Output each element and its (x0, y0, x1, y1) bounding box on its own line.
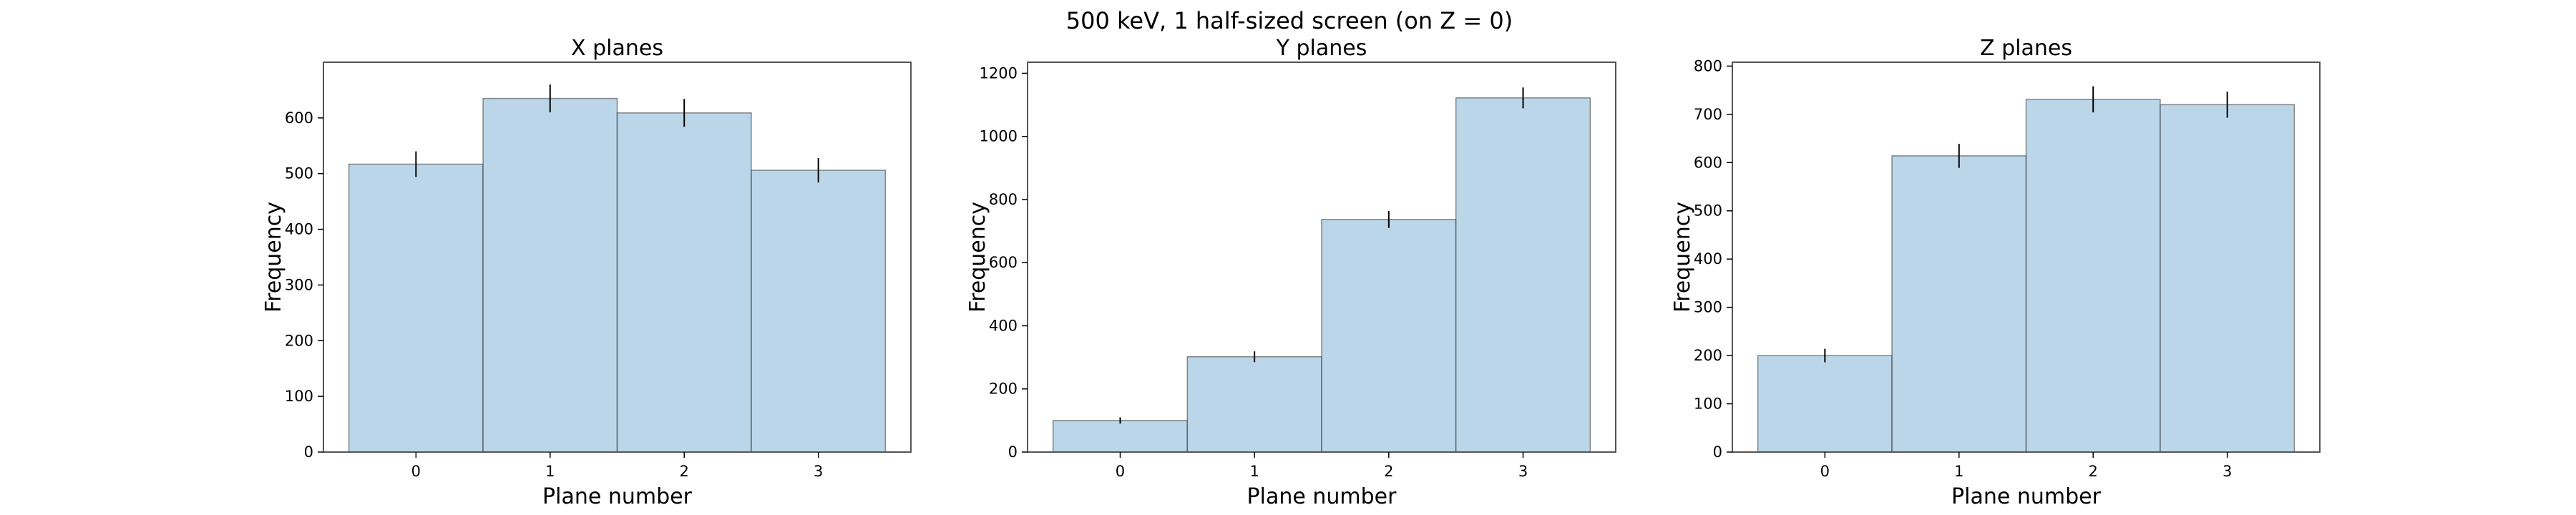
chart-z-planes-ytick-label: 300 (1694, 299, 1722, 316)
chart-y-planes-xtick-label: 2 (1384, 463, 1393, 480)
chart-z-planes-ylabel: Frequency (1670, 202, 1695, 313)
chart-z-planes-ytick-label: 400 (1694, 250, 1722, 268)
chart-x-planes-plot-frame (323, 62, 912, 453)
chart-z-planes-ytick-label: 0 (1713, 443, 1722, 461)
chart-x-planes-ytick-label: 0 (304, 443, 313, 461)
chart-y-planes-bar-0 (1052, 420, 1189, 453)
chart-z-planes-ytick-label: 700 (1694, 106, 1722, 123)
chart-x-planes-xtick-label: 2 (680, 463, 689, 480)
chart-y-planes-xlabel: Plane number (1247, 484, 1397, 509)
chart-y-planes-plot-frame (1027, 62, 1616, 453)
chart-x-planes-ytick-label: 400 (285, 221, 313, 238)
chart-y-planes-ytick-label: 1200 (980, 64, 1018, 82)
chart-x-planes-xtick-label: 1 (545, 463, 555, 480)
chart-x-planes-ytick-label: 300 (285, 276, 313, 293)
chart-z-planes-xlabel: Plane number (1951, 484, 2102, 509)
chart-z-planes-plot-frame (1732, 62, 2321, 453)
chart-y-planes-ytick-label: 800 (989, 191, 1018, 208)
figure-title: 500 keV, 1 half-sized screen (on Z = 0) (1066, 7, 1513, 34)
chart-x-planes-bar-0 (348, 163, 484, 453)
chart-z-planes-bar-2 (2025, 99, 2161, 453)
chart-x-planes-bar-3 (751, 170, 887, 453)
chart-x-planes-ytick-label: 100 (285, 388, 313, 405)
chart-z-planes-xtick-label: 3 (2223, 463, 2232, 480)
chart-x-planes-ytick-label: 200 (285, 332, 313, 349)
chart-z-planes-xtick-label: 2 (2089, 463, 2098, 480)
chart-x-planes-xtick-label: 3 (814, 463, 823, 480)
chart-z-planes-xtick-label: 0 (1820, 463, 1830, 480)
chart-x-planes: 0 100 200 300 400 500 600 0 1 2 3 X planes Plane num… (261, 36, 912, 509)
chart-y-planes-title: Y planes (1276, 36, 1367, 61)
chart-y-planes-xtick-label: 3 (1518, 463, 1528, 480)
chart-z-planes-ytick-label: 200 (1694, 347, 1722, 364)
chart-y-planes-ylabel: Frequency (965, 202, 990, 313)
chart-z-planes-bar-1 (1891, 155, 2027, 453)
chart-x-planes-bar-2 (616, 112, 752, 453)
chart-x-planes-ylabel: Frequency (261, 202, 286, 313)
chart-x-planes-bar-1 (482, 97, 618, 453)
chart-z-planes-bar-0 (1757, 355, 1893, 453)
chart-y-planes-ytick-label: 200 (989, 381, 1018, 398)
chart-z-planes-bar-3 (2160, 104, 2296, 453)
chart-y-planes-xtick-label: 1 (1249, 463, 1259, 480)
chart-y-planes-bar-3 (1455, 97, 1591, 453)
chart-x-planes-title: X planes (571, 36, 663, 61)
chart-z-planes-title: Z planes (1980, 36, 2072, 61)
chart-z-planes-ytick-label: 500 (1694, 202, 1722, 220)
chart-y-planes-xtick-label: 0 (1116, 463, 1125, 480)
chart-z-planes-ytick-label: 800 (1694, 57, 1722, 74)
chart-y-planes-ytick-label: 1000 (980, 128, 1018, 145)
chart-z-planes-xtick-label: 1 (1954, 463, 1963, 480)
chart-y-planes-ytick-label: 0 (1008, 443, 1018, 461)
chart-y-planes-ytick-label: 400 (989, 317, 1018, 334)
chart-y-planes-ytick-label: 600 (989, 254, 1018, 271)
chart-z-planes-ytick-label: 100 (1694, 396, 1722, 413)
chart-z-planes: 0 100 200 300 400 500 600 700 800 0 1 2 3 Z planes Pla… (1670, 36, 2321, 509)
chart-y-planes: 0 200 400 600 800 1000 1200 0 1 2 3 Y planes Plane n… (965, 36, 1616, 509)
chart-x-planes-ytick-label: 500 (285, 165, 313, 182)
chart-x-planes-xtick-label: 0 (411, 463, 421, 480)
chart-x-planes-xlabel: Plane number (542, 484, 693, 509)
chart-y-planes-bar-2 (1321, 219, 1457, 453)
chart-x-planes-ytick-label: 600 (285, 109, 313, 127)
chart-z-planes-ytick-label: 600 (1694, 154, 1722, 171)
chart-y-planes-bar-1 (1186, 355, 1322, 453)
